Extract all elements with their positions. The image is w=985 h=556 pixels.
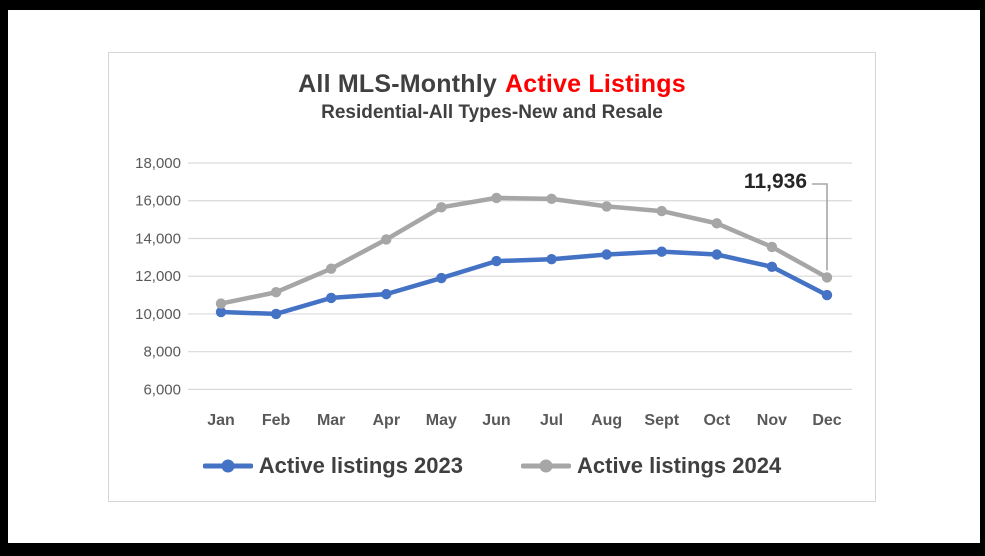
y-axis-tick-label: 14,000 — [135, 230, 181, 247]
data-point-marker — [601, 201, 612, 212]
chart-title: All MLS-Monthly Active Listings — [109, 70, 875, 99]
data-point-marker — [381, 234, 392, 245]
data-point-marker — [325, 263, 337, 274]
y-axis-tick-label: 6,000 — [143, 381, 181, 398]
data-point-marker — [215, 306, 227, 318]
data-label-annotation: 11,936 — [743, 170, 807, 193]
data-point-marker — [215, 298, 227, 309]
x-axis-month-label: Dec — [812, 412, 841, 429]
y-axis-tick-label: 16,000 — [135, 193, 181, 210]
y-axis-tick-label: 18,000 — [135, 155, 181, 172]
y-axis-tick-label: 8,000 — [143, 344, 181, 361]
x-axis-month-label: Jul — [540, 412, 563, 429]
data-point-marker — [601, 249, 612, 260]
chart-title-prefix: All MLS-Monthly — [298, 70, 497, 98]
data-point-marker — [711, 218, 723, 229]
data-point-marker — [821, 289, 833, 301]
legend-label-2024: Active listings 2024 — [577, 453, 782, 478]
legend-line-marker-icon — [521, 459, 571, 473]
legend-label-2023: Active listings 2023 — [258, 453, 463, 478]
x-axis-month-label: Nov — [757, 412, 787, 429]
legend-line-marker-icon — [202, 459, 253, 473]
y-axis-tick-label: 12,000 — [135, 268, 181, 285]
x-axis-month-label: Oct — [703, 412, 730, 429]
legend-item-2023: Active listings 2023 — [202, 453, 463, 479]
data-point-marker — [491, 192, 502, 204]
x-axis-month-label: Apr — [372, 412, 400, 429]
x-axis-month-label: Feb — [262, 412, 291, 429]
data-point-marker — [270, 308, 282, 320]
data-point-marker — [436, 202, 447, 213]
data-point-marker — [381, 288, 392, 300]
chart-legend: Active listings 2023 Active listings 202… — [109, 453, 875, 479]
data-point-marker — [491, 255, 502, 267]
x-axis-month-label: Jan — [207, 412, 235, 429]
data-point-marker — [546, 193, 557, 205]
x-axis-month-label: Mar — [317, 412, 345, 429]
x-axis-month-label: Sept — [644, 412, 679, 429]
chart-plot-area: 6,000 8,000 10,000 12,000 14,000 16,000 18,000… — [135, 155, 852, 429]
data-point-marker — [711, 249, 723, 260]
x-axis-month-label: Aug — [591, 412, 622, 429]
data-point-marker — [656, 205, 667, 217]
data-point-marker — [766, 261, 778, 272]
chart-panel: 6,000 8,000 10,000 12,000 14,000 16,000 18,000… — [108, 52, 876, 502]
series-line-2023 — [218, 249, 830, 317]
data-point-marker — [270, 287, 282, 298]
data-point-marker — [656, 246, 667, 257]
data-point-marker — [821, 272, 833, 283]
data-point-marker — [325, 292, 337, 304]
image-canvas: 6,000 8,000 10,000 12,000 14,000 16,000 18,000… — [8, 10, 980, 543]
x-axis-month-label: Jun — [482, 412, 510, 429]
chart-subtitle: Residential-All Types-New and Resale — [321, 102, 663, 123]
annotation-callout-line — [812, 183, 828, 271]
x-axis-month-label: May — [426, 412, 457, 429]
y-axis-tick-label: 10,000 — [135, 306, 181, 323]
series-line-2024 — [218, 195, 830, 306]
legend-item-2024: Active listings 2024 — [521, 453, 781, 479]
chart-title-highlight: Active Listings — [504, 70, 686, 98]
data-point-marker — [546, 254, 557, 265]
data-point-marker — [766, 241, 778, 253]
data-point-marker — [436, 272, 447, 284]
